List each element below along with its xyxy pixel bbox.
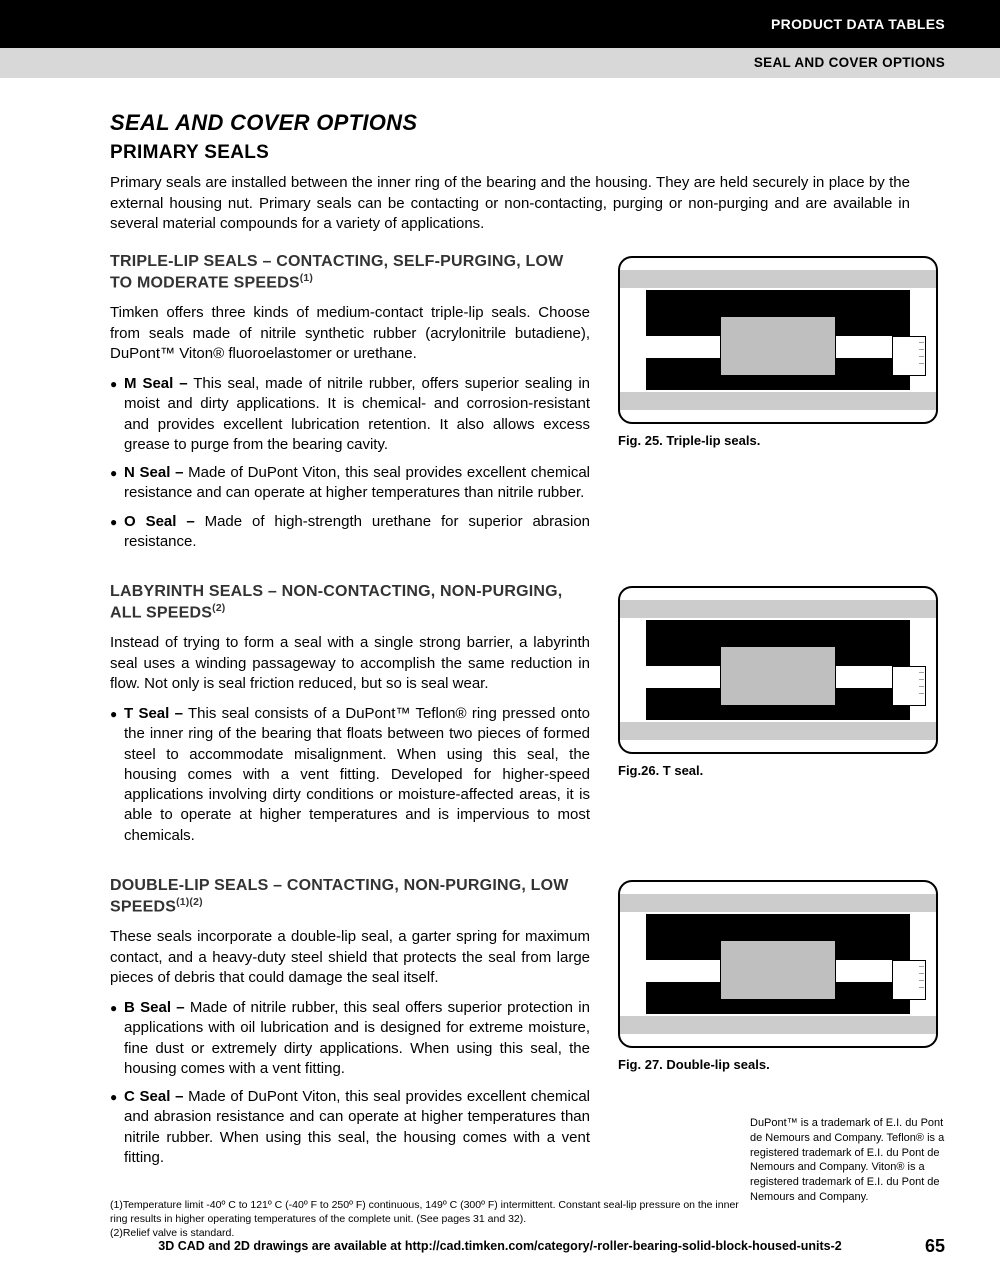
- section-lead: Instead of trying to form a seal with a …: [110, 633, 590, 694]
- figure-caption: Fig. 27. Double-lip seals.: [618, 1056, 945, 1074]
- intro-paragraph: Primary seals are installed between the …: [110, 173, 910, 234]
- section: TRIPLE-LIP SEALS – CONTACTING, SELF-PURG…: [110, 252, 945, 560]
- page-body: SEAL AND COVER OPTIONS PRIMARY SEALS Pri…: [0, 78, 1000, 1241]
- section-lead: Timken offers three kinds of medium-cont…: [110, 303, 590, 364]
- header-gray: SEAL AND COVER OPTIONS: [0, 48, 1000, 78]
- figure-caption: Fig. 25. Triple-lip seals.: [618, 432, 945, 450]
- footnotes: (1)Temperature limit -40º C to 121º C (-…: [110, 1198, 750, 1241]
- header-top-text: PRODUCT DATA TABLES: [771, 15, 945, 34]
- bullet-list: B Seal – Made of nitrile rubber, this se…: [110, 998, 590, 1168]
- section-heading: DOUBLE-LIP SEALS – CONTACTING, NON-PURGI…: [110, 876, 590, 917]
- page-subtitle: PRIMARY SEALS: [110, 140, 945, 166]
- list-item: N Seal – Made of DuPont Viton, this seal…: [124, 463, 590, 504]
- figure-diagram: ————: [618, 880, 938, 1048]
- figure-diagram: ————: [618, 256, 938, 424]
- section-heading: LABYRINTH SEALS – NON-CONTACTING, NON-PU…: [110, 582, 590, 623]
- list-item: T Seal – This seal consists of a DuPont™…: [124, 704, 590, 846]
- header-black: PRODUCT DATA TABLES: [0, 0, 1000, 48]
- section-heading: TRIPLE-LIP SEALS – CONTACTING, SELF-PURG…: [110, 252, 590, 293]
- trademark-note: DuPont™ is a trademark of E.I. du Pont d…: [750, 1116, 945, 1205]
- sections-container: TRIPLE-LIP SEALS – CONTACTING, SELF-PURG…: [110, 252, 945, 1176]
- list-item: B Seal – Made of nitrile rubber, this se…: [124, 998, 590, 1079]
- page-title: SEAL AND COVER OPTIONS: [110, 108, 945, 138]
- figure-diagram: ————: [618, 586, 938, 754]
- bullet-list: M Seal – This seal, made of nitrile rubb…: [110, 374, 590, 552]
- section-lead: These seals incorporate a double-lip sea…: [110, 927, 590, 988]
- figure-caption: Fig.26. T seal.: [618, 762, 945, 780]
- list-item: C Seal – Made of DuPont Viton, this seal…: [124, 1087, 590, 1168]
- section: LABYRINTH SEALS – NON-CONTACTING, NON-PU…: [110, 582, 945, 854]
- bullet-list: T Seal – This seal consists of a DuPont™…: [110, 704, 590, 846]
- footer-line: 3D CAD and 2D drawings are available at …: [0, 1238, 1000, 1255]
- page-number: 65: [925, 1234, 945, 1258]
- header-sub-text: SEAL AND COVER OPTIONS: [754, 54, 945, 72]
- list-item: M Seal – This seal, made of nitrile rubb…: [124, 374, 590, 455]
- list-item: O Seal – Made of high-strength urethane …: [124, 512, 590, 553]
